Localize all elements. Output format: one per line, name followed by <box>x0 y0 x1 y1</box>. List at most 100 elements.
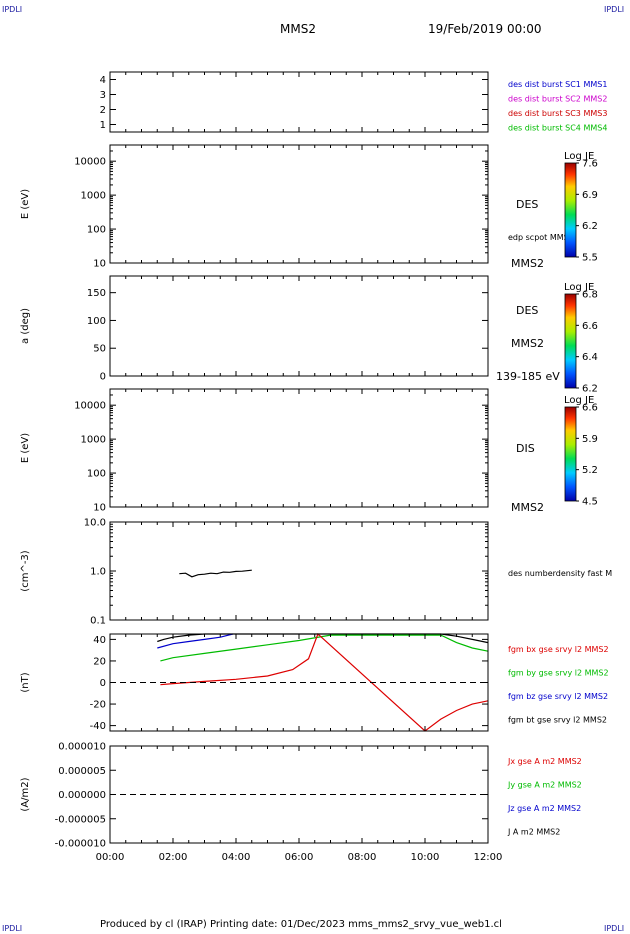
legend-entry: Jy gse A m2 MMS2 <box>507 781 582 790</box>
colorbar-tick-label: 6.6 <box>582 321 598 332</box>
legend-entry: fgm bt gse srvy l2 MMS2 <box>508 716 607 725</box>
series-line-fgm-1 <box>157 633 234 649</box>
legend-entry: des dist burst SC4 MMS4 <box>508 124 607 133</box>
colorbar-tick-label: 5.5 <box>582 253 598 264</box>
y-tick-label-fgm: 20 <box>93 656 106 667</box>
y-axis-label-current: (A/m2) <box>20 777 31 811</box>
colorbar-dis-energy <box>564 406 577 502</box>
y-tick-label-burst: 4 <box>100 75 106 86</box>
panel-right-label: edp scpot MMS2 <box>508 233 574 242</box>
y-axis-label-des-pitch: a (deg) <box>20 308 31 344</box>
heatmap-des-pitch <box>176 276 252 376</box>
y-tick-label-des-energy: 10000 <box>74 157 106 168</box>
frame-des-energy <box>109 144 489 264</box>
colorbar-title: Log JE <box>564 395 594 406</box>
colorbar-tick-label: 6.8 <box>582 290 598 301</box>
y-tick-label-dis-energy: 100 <box>87 469 106 480</box>
heatmap-des-energy <box>176 145 252 263</box>
series-line-fgm-2 <box>160 634 489 662</box>
colorbar-des-energy <box>564 162 577 258</box>
plot-date: 19/Feb/2019 00:00 <box>428 22 542 36</box>
plot-title: MMS2 <box>280 22 316 36</box>
series-line-density-0 <box>179 569 252 578</box>
panel-right-label: DES <box>516 198 538 211</box>
colorbar-tick-label: 6.2 <box>582 221 598 232</box>
y-tick-label-current: -0.000010 <box>55 839 106 850</box>
panel-right-label: MMS2 <box>511 501 544 514</box>
y-axis-label-density: (cm^-3) <box>20 550 31 591</box>
y-tick-label-fgm: -20 <box>90 700 106 711</box>
corner-label-top-left: IPDLI <box>2 5 23 14</box>
legend-entry: Jx gse A m2 MMS2 <box>507 757 582 766</box>
colorbar-tick-label: 6.4 <box>582 352 598 363</box>
panel-density: 10.0 1.0 0.1 (cm^-3) des numberdensity fast … <box>20 518 612 627</box>
corner-label-bottom-right: IPDLI <box>604 924 625 933</box>
y-tick-label-des-pitch: 50 <box>93 344 106 355</box>
y-tick-label-dis-energy: 10 <box>93 503 106 514</box>
y-tick-label-fgm: 0 <box>100 678 106 689</box>
frame-burst <box>109 71 489 133</box>
time-axis-label: 08:00 <box>348 852 377 863</box>
y-tick-label-des-pitch: 0 <box>100 372 106 383</box>
panel-right-label: MMS2 <box>511 257 544 270</box>
time-axis-label: 10:00 <box>411 852 440 863</box>
y-tick-label-density: 10.0 <box>84 518 106 529</box>
y-tick-label-fgm: 40 <box>93 635 106 646</box>
y-tick-label-burst: 1 <box>100 120 106 131</box>
y-tick-label-burst: 2 <box>100 105 106 116</box>
legend-entry: J A m2 MMS2 <box>507 828 560 837</box>
y-tick-label-current: 0.000010 <box>58 742 106 753</box>
footer-credit: Produced by cl (IRAP) Printing date: 01/… <box>100 919 502 930</box>
colorbar-title: Log JE <box>564 151 594 162</box>
panel-right-label: 139-185 eV <box>496 370 560 383</box>
panel-right-label: MMS2 <box>511 337 544 350</box>
y-tick-label-dis-energy: 10000 <box>74 401 106 412</box>
colorbar-tick-label: 4.5 <box>582 497 598 508</box>
y-tick-label-burst: 3 <box>100 90 106 101</box>
panel-dis-energy: 10 100 1000 10000 E (eV) DIS MMS2 Log JE6.6 5.9 5… <box>20 388 598 514</box>
legend-entry: fgm by gse srvy l2 MMS2 <box>508 669 609 678</box>
colorbar-title: Log JE <box>564 282 594 293</box>
y-tick-label-fgm: -40 <box>90 721 106 732</box>
y-tick-label-density: 0.1 <box>90 616 106 627</box>
y-axis-label-fgm: (nT) <box>20 672 31 692</box>
legend-entry: des dist burst SC3 MMS3 <box>508 109 607 118</box>
colorbar-tick-label: 6.6 <box>582 403 598 414</box>
legend-entry: fgm bx gse srvy l2 MMS2 <box>508 645 609 654</box>
y-tick-label-des-pitch: 100 <box>87 316 106 327</box>
y-tick-label-des-energy: 100 <box>87 225 106 236</box>
y-axis-label-dis-energy: E (eV) <box>20 433 31 463</box>
panel-des-energy: 10 100 1000 10000 E (eV) DES edp scpot MMS2 MMS… <box>20 144 598 270</box>
y-tick-label-dis-energy: 1000 <box>81 435 106 446</box>
y-tick-label-des-energy: 10 <box>93 259 106 270</box>
time-axis-label: 12:00 <box>474 852 503 863</box>
y-tick-label-current: -0.000005 <box>55 814 106 825</box>
panel-current: 0.000010 0.000005 0.000000 -0.000005 -0.0000… <box>20 742 582 850</box>
time-axis-label: 06:00 <box>285 852 314 863</box>
panel-right-label: DIS <box>516 442 535 455</box>
panel-fgm: 40 20 0 -20 -40 (nT) fgm bx gse srvy l2 MMS2 fg… <box>20 632 609 732</box>
colorbar-tick-label: 5.9 <box>582 434 598 445</box>
panel-right-label: DES <box>516 304 538 317</box>
legend-entry: fgm bz gse srvy l2 MMS2 <box>508 692 608 701</box>
colorbar-tick-label: 6.2 <box>582 384 598 395</box>
frame-des-pitch <box>109 275 489 377</box>
corner-label-bottom-left: IPDLI <box>2 924 23 933</box>
y-axis-label-des-energy: E (eV) <box>20 189 31 219</box>
series-line-fgm-3 <box>160 632 489 732</box>
legend-entry: des dist burst SC2 MMS2 <box>508 95 607 104</box>
colorbar-des-pitch <box>564 293 577 389</box>
legend-entry: Jz gse A m2 MMS2 <box>507 804 581 813</box>
frame-dis-energy <box>109 388 489 508</box>
y-tick-label-des-energy: 1000 <box>81 191 106 202</box>
colorbar-tick-label: 6.9 <box>582 190 598 201</box>
legend-entry: des dist burst SC1 MMS1 <box>508 80 607 89</box>
y-tick-label-current: 0.000000 <box>58 790 106 801</box>
time-axis-label: 04:00 <box>222 852 251 863</box>
corner-label-top-right: IPDLI <box>604 5 625 14</box>
time-axis-label: 00:00 <box>96 852 125 863</box>
heatmap-dis-energy <box>176 389 252 507</box>
y-tick-label-density: 1.0 <box>90 567 106 578</box>
